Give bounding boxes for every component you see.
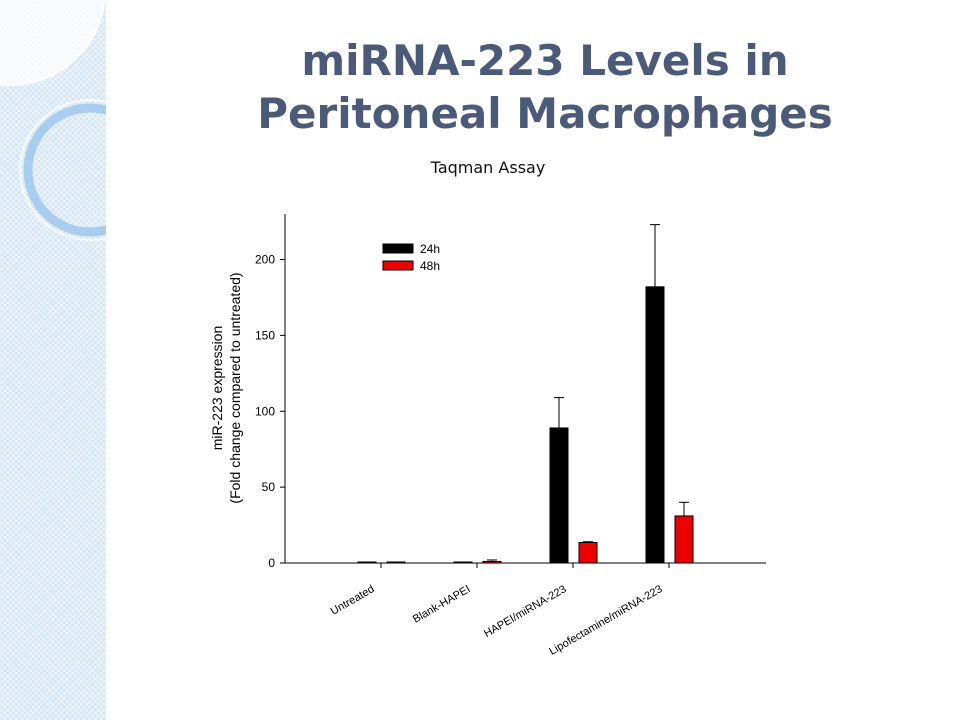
y-tick-label: 150 — [255, 328, 275, 342]
bar-48h-HAPEI/miRNA-223 — [578, 542, 598, 564]
bar-24h-HAPEI/miRNA-223 — [549, 427, 569, 564]
bar-48h-Blank-HAPEI — [482, 560, 502, 564]
decorative-ring — [23, 103, 106, 237]
decorative-ring-outline — [19, 99, 106, 241]
bar-48h-Lipofectamine/miRNA-223 — [674, 515, 694, 564]
decorative-side-panel — [0, 0, 106, 720]
x-tick-label: Blank-HAPEI — [411, 583, 473, 625]
slide-title-line2: Peritoneal Macrophages — [257, 89, 833, 138]
legend-label-48h: 48h — [420, 259, 440, 273]
slide-title: miRNA-223 Levels in Peritoneal Macrophag… — [200, 34, 890, 140]
y-axis-label-line2: (Fold change compared to untreated) — [227, 272, 243, 503]
y-tick-label: 200 — [255, 253, 275, 267]
y-tick-label: 100 — [255, 404, 275, 418]
slide-title-line1: miRNA-223 Levels in — [301, 36, 789, 85]
legend-swatch-48h — [382, 260, 414, 271]
bar-24h-Blank-HAPEI — [453, 561, 473, 564]
y-tick-label: 50 — [262, 480, 276, 494]
legend-label-24h: 24h — [420, 242, 440, 256]
y-axis-label-line1: miR-223 expression — [209, 326, 225, 451]
bar-48h-Untreated — [386, 561, 406, 564]
x-tick-label: Untreated — [329, 583, 377, 618]
bar-24h-Untreated — [357, 561, 377, 564]
decorative-circle-large — [0, 0, 106, 86]
chart-subtitle: Taqman Assay — [430, 158, 546, 177]
legend-swatch-24h — [382, 243, 414, 254]
x-tick-label: HAPEI/miRNA-223 — [482, 583, 568, 640]
y-tick-label: 0 — [268, 556, 275, 570]
bar-24h-Lipofectamine/miRNA-223 — [645, 286, 665, 564]
decorative-circles — [0, 0, 106, 241]
